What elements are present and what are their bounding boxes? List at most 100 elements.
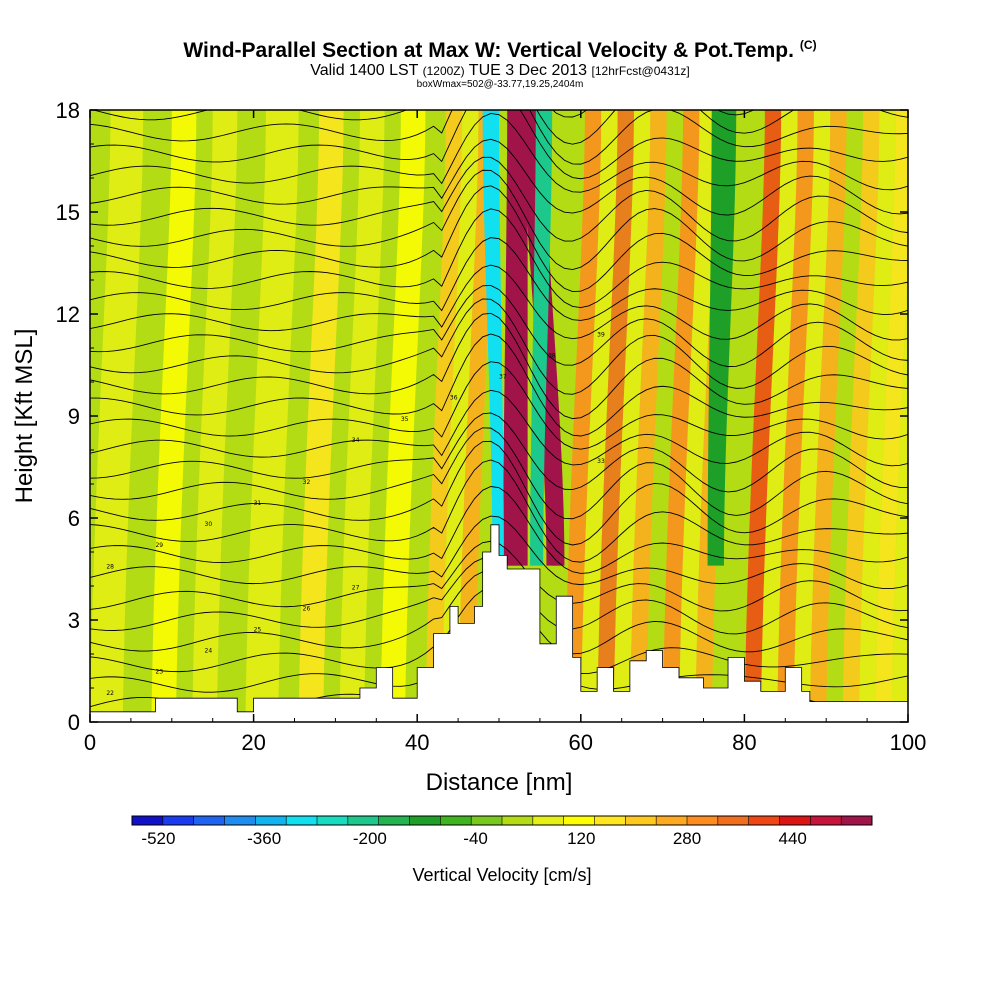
w-stripe-24: [793, 110, 831, 722]
colorbar-tick-label: -40: [463, 829, 488, 848]
isentrope-label: 26: [303, 605, 311, 612]
isentrope-label: 24: [205, 648, 213, 655]
w-stripe-2: [192, 110, 238, 722]
colorbar-label: Vertical Velocity [cm/s]: [412, 865, 591, 885]
isentrope-label: 39: [597, 331, 605, 338]
isentrope-line: [90, 440, 908, 546]
w-stripe-6: [380, 110, 426, 722]
isentrope-line: [90, 237, 908, 321]
isentrope-line: [552, 110, 755, 118]
colorbar-swatch: [378, 816, 410, 825]
isentrope-label: 36: [450, 395, 458, 402]
x-tick-label: 40: [405, 730, 429, 755]
colorbar-swatch: [132, 816, 164, 825]
plot-area: 22 23 24 25 26 27 28 29 30 31 32 33 34 35 36 37 38 39: [90, 110, 908, 722]
isentrope-line: [90, 284, 908, 368]
x-tick-label: 100: [890, 730, 927, 755]
y-tick-label: 9: [68, 404, 80, 429]
colorbar-swatch: [347, 816, 379, 825]
chart-title: Wind-Parallel Section at Max W: Vertical…: [183, 38, 817, 62]
colorbar-swatch: [748, 816, 780, 825]
colorbar-tick-label: 120: [567, 829, 595, 848]
isentrope-line: [90, 169, 908, 270]
w-stripe-4: [298, 110, 344, 722]
isentrope-line: [91, 110, 908, 145]
y-axis-label: Height [Kft MSL]: [11, 329, 38, 504]
isentrope-label: 34: [352, 437, 360, 444]
w-stripe-29: [875, 110, 908, 722]
colorbar-swatch: [717, 816, 749, 825]
colorbar-tick-label: -520: [141, 829, 175, 848]
colorbar-swatch: [841, 816, 873, 825]
w-stripe-21: [744, 110, 782, 722]
isentrope-label: 27: [352, 584, 360, 591]
w-stripe-25: [809, 110, 847, 722]
y-tick-label: 6: [68, 506, 80, 531]
w-stripe-18: [678, 110, 716, 722]
w-stripe-7: [425, 110, 463, 722]
w-stripe-20: [728, 110, 765, 722]
isentrope-line: [90, 389, 908, 467]
isentrope-label: 22: [106, 690, 114, 697]
w-stripe-1: [151, 110, 197, 722]
isentrope-line: [90, 138, 908, 216]
chart-box-info: boxWmax=502@-33.77,19.25,2404m: [416, 79, 584, 90]
colorbar-swatch: [625, 816, 657, 825]
colorbar-swatch: [255, 816, 287, 825]
isentrope-label: 35: [401, 416, 409, 423]
w-stripe-11: [564, 110, 602, 722]
x-axis-label: Distance [nm]: [426, 769, 573, 796]
w-stripe-28: [858, 110, 896, 722]
w-stripe-12: [580, 110, 618, 722]
downdraft-core: [482, 110, 504, 566]
w-stripe-26: [826, 110, 864, 722]
colorbar-swatch: [440, 816, 472, 825]
isentrope-label: 38: [548, 353, 556, 360]
y-tick-label: 12: [56, 302, 80, 327]
isentrope-line: [90, 112, 908, 193]
isentrope-label: 28: [106, 563, 114, 570]
colorbar-swatch: [471, 816, 503, 825]
secondary-downdraft: [530, 110, 553, 566]
colorbar-tick-label: 280: [673, 829, 701, 848]
colorbar-tick-label: 440: [779, 829, 807, 848]
y-tick-label: 18: [56, 98, 80, 123]
w-stripe-14: [613, 110, 651, 722]
w-stripe-23: [777, 110, 814, 722]
isentrope-line: [90, 298, 908, 395]
colorbar-swatch: [409, 816, 441, 825]
colorbar-swatch: [594, 816, 626, 825]
colorbar-tick-label: -360: [247, 829, 281, 848]
isentrope-label: 25: [254, 627, 262, 634]
isentrope-label: 31: [254, 500, 262, 507]
isentrope-line: [90, 185, 908, 293]
isentrope-label: 30: [205, 521, 213, 528]
x-tick-label: 0: [84, 730, 96, 755]
colorbar-swatch: [224, 816, 256, 825]
isentrope-line: [90, 156, 908, 242]
colorbar-swatch: [779, 816, 811, 825]
isentrope-label: 37: [499, 374, 507, 381]
colorbar-swatch: [656, 816, 688, 825]
x-tick-label: 80: [732, 730, 756, 755]
colorbar-swatch: [286, 816, 318, 825]
isentrope-label: 33: [597, 458, 605, 465]
isentrope-line: [90, 110, 908, 165]
isentrope-line: [90, 361, 908, 450]
isentrope-line: [90, 412, 908, 493]
colorbar-swatch: [532, 816, 564, 825]
isentrope-line: [90, 333, 908, 437]
colorbar-swatch: [193, 816, 225, 825]
terrain: [90, 524, 908, 722]
x-tick-label: 20: [241, 730, 265, 755]
w-stripe-0: [90, 110, 144, 722]
y-tick-label: 3: [68, 608, 80, 633]
isentrope-line: [90, 208, 908, 308]
w-stripe-3: [245, 110, 299, 722]
isentrope-label: 29: [155, 542, 163, 549]
isentrope-line: [90, 427, 908, 520]
w-stripe-13: [597, 110, 634, 722]
w-stripe-30: [891, 261, 908, 722]
colorbar-swatch: [687, 816, 719, 825]
w-stripe-5: [339, 110, 385, 722]
